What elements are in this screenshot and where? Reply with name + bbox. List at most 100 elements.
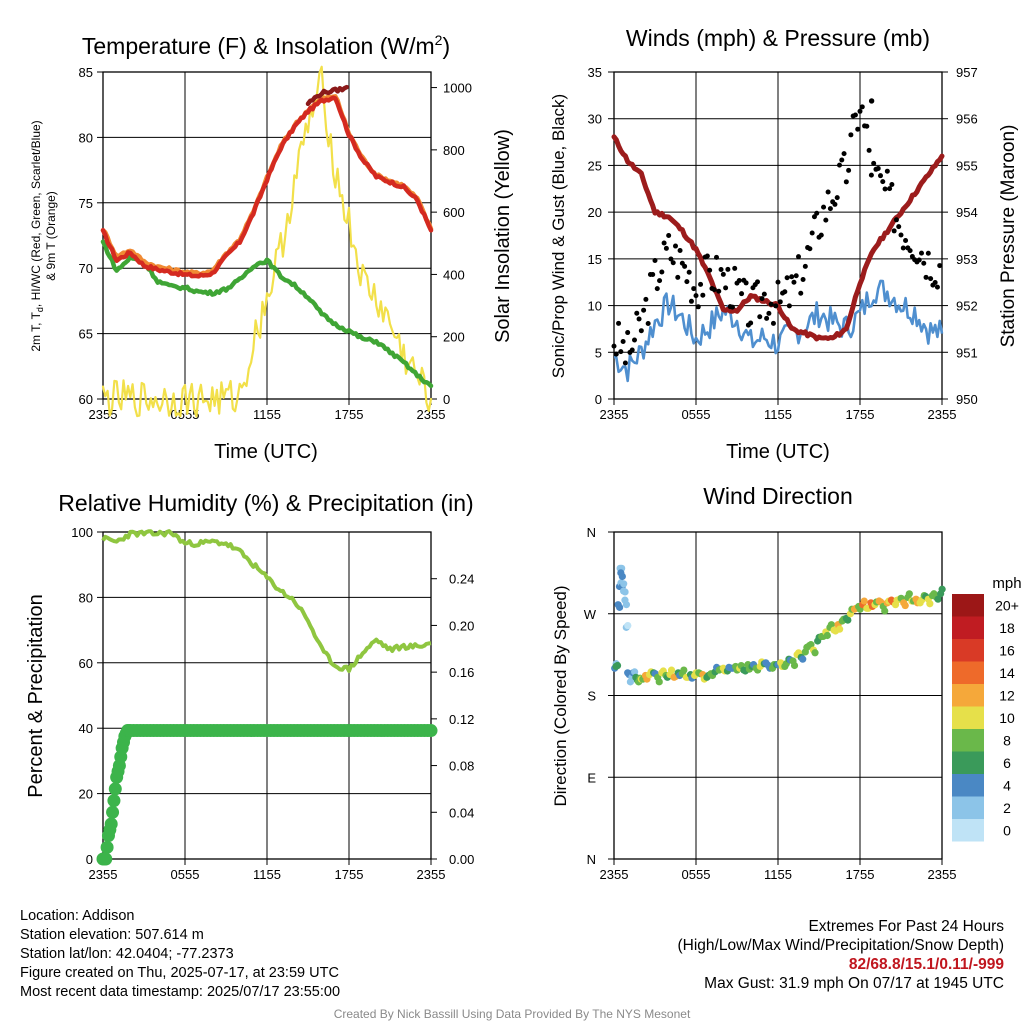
y-tick-label: 5 [595,345,602,360]
gust-point [852,112,858,118]
gust-point [770,320,776,326]
colorbar-swatch [952,819,984,842]
x-tick-label: 1155 [764,407,792,422]
y-tick-label: S [587,689,596,704]
direction-point [836,625,844,633]
gust-point [675,274,681,280]
y-tick-label: 20 [79,787,93,802]
y-tick-label: 30 [588,112,602,127]
y-tick-label: 0 [595,392,602,407]
gust-point [798,290,804,296]
x-tick-label: 2355 [417,407,446,422]
x-tick-label: 2355 [600,867,629,882]
gust-point [650,271,656,277]
gust-point [800,276,806,282]
gust-point [707,267,713,273]
x-tick-label: 2355 [928,407,957,422]
series-solar-insolation [101,65,433,418]
gust-point [893,217,899,223]
gust-point [907,248,913,254]
direction-point [901,601,909,610]
direction-point [860,597,868,605]
svg-text:2m T, Td, HI/WC (Red, Green, S: 2m T, Td, HI/WC (Red, Green, Scarlet/Blu… [29,120,45,351]
gust-point [773,303,779,309]
x-tick-label: 1755 [846,867,875,882]
temperature-title-main: Temperature (F) & Insolation (W/m [82,33,435,59]
colorbar-label: 12 [999,687,1015,703]
temperature-ylabel-line1: 2m T, T [29,311,43,351]
direction-point [844,616,852,624]
gust-point [636,316,642,322]
x-tick-label: 2355 [89,867,118,882]
gust-point [714,254,719,260]
y2-tick-label: 950 [956,392,978,407]
series-relative-humidity [101,529,432,673]
gust-point [793,273,799,279]
gust-point [659,269,665,275]
extremes-info: Extremes For Past 24 Hours (High/Low/Max… [678,917,1005,993]
gust-point [809,230,815,236]
colorbar-label: 20+ [995,597,1019,613]
gust-point [625,330,631,336]
x-tick-label: 0555 [171,407,200,422]
y-tick-label: W [584,607,597,622]
gust-point [768,301,774,307]
precip-point [107,794,121,808]
direction-point [823,631,831,640]
gust-point [755,279,760,285]
gust-point [673,243,678,249]
gust-point [700,292,706,298]
temperature-x-axis-label: Time (UTC) [214,441,318,463]
gust-point [841,151,847,157]
gust-point [668,256,674,262]
gust-point [736,278,742,284]
gust-point [923,274,929,280]
gust-point [827,206,833,212]
colorbar-title: mph [992,575,1021,592]
direction-point [827,621,836,629]
y-tick-label: 15 [588,252,602,267]
max-gust-point [868,98,875,104]
direction-plot-area: 2355 0555 1155 1755 2355 N E S W N [584,525,957,882]
gust-point [832,201,838,207]
y-tick-label: 0 [86,852,93,867]
extremes-fields: (High/Low/Max Wind/Precipitation/Snow De… [677,937,1005,954]
temperature-ylabel-line2: & 9m T (Orange) [44,191,58,281]
y-tick-label: N [587,525,596,540]
gust-point [882,186,888,192]
precip-point [100,840,114,854]
wind-title: Winds (mph) & Pressure (mb) [626,25,930,51]
y2-tick-label: 600 [443,205,465,220]
y2-tick-label: 0.00 [449,852,474,867]
gust-point [916,257,922,263]
y2-tick-label: 800 [443,143,465,158]
y-tick-label: 40 [79,721,93,736]
x-tick-label: 1755 [335,407,364,422]
gust-point [823,217,829,223]
gust-point [925,250,931,256]
x-tick-label: 1755 [335,867,364,882]
gust-point [622,360,628,366]
gust-point [889,182,895,188]
direction-point [618,572,626,581]
direction-point [905,590,913,598]
colorbar-label: 14 [999,665,1015,681]
gust-point [661,240,667,246]
gust-point [670,260,676,266]
colorbar-swatch [952,796,984,819]
temperature-title-end: ) [442,33,450,59]
gust-point [848,132,854,138]
gust-point [919,250,924,256]
y-tick-label: 65 [79,327,93,342]
direction-point [613,661,622,670]
gust-point [666,232,672,238]
gust-point [868,172,874,178]
gust-point [682,263,688,269]
colorbar-label: 18 [999,620,1015,636]
y2-tick-label: 955 [956,158,978,173]
recent-data-text: Most recent data timestamp: 2025/07/17 2… [20,984,341,1000]
gust-point [748,320,754,326]
gust-point [757,314,763,320]
direction-point [790,661,799,670]
